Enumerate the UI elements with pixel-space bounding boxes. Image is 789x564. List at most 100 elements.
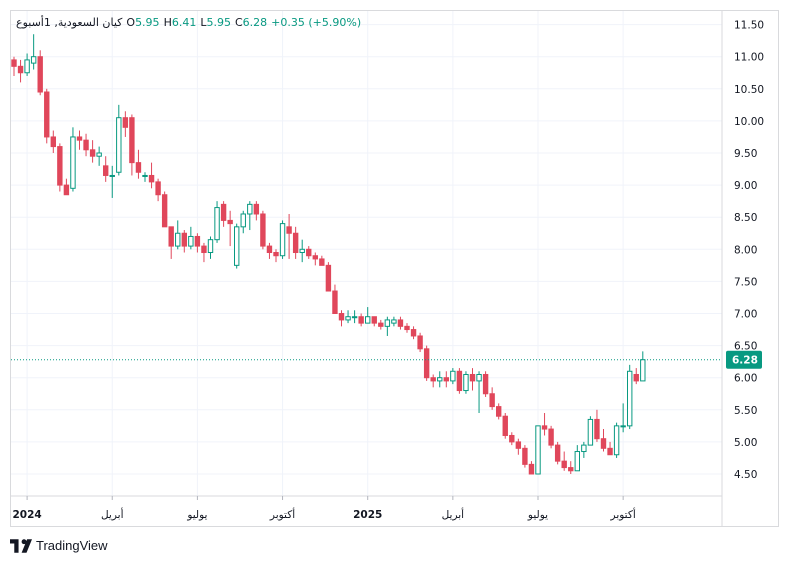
legend-low: L5.95 [200,16,231,29]
candle-body-up [207,239,214,254]
candle [194,233,201,253]
candle [384,316,391,336]
legend-high: H6.41 [163,16,197,29]
candle-body-down [561,460,567,469]
y-tick-label: 6.00 [734,373,757,385]
candle [63,178,70,196]
tradingview-logo-icon [10,538,32,553]
candle [181,230,188,253]
symbol-label[interactable]: كيان السعودية, 1أسبوع [16,16,123,29]
candle [227,210,233,247]
candle [17,59,24,83]
candle [450,368,456,385]
candle [103,156,109,182]
candle-body-down [594,418,600,440]
candle-body-up [234,226,240,266]
y-tick-label: 8.50 [734,212,757,224]
candle-body-down [332,290,338,314]
candle-body-down [181,232,188,247]
candle [469,368,476,391]
y-tick-label: 6.50 [734,341,757,353]
x-tick-label: 2025 [353,509,382,521]
candle [135,149,142,179]
candle [437,371,443,388]
candle-body-down [286,226,292,234]
candle-body-down [410,329,417,337]
candle [423,345,430,381]
candle-body-down [155,181,161,196]
candle-body-down [515,441,522,449]
candle [299,239,305,263]
candle [24,53,30,76]
candle-body-down [122,117,129,128]
candle-body-down [541,425,548,430]
candle [306,246,312,259]
candle-body-down [253,203,260,215]
candlestick-chart[interactable]: 4.50 5.00 5.50 6.00 6.50 7.00 7.50 8.00 8.50 9.00… [0,0,789,530]
candle-body-down [568,467,574,472]
candle [319,255,325,266]
y-tick-label: 9.50 [734,148,757,160]
candle [581,441,587,458]
candle [371,316,377,327]
candle-body-down [220,203,227,221]
ohlc-legend: كيان السعودية, 1أسبوع O5.95 H6.41 L5.95 … [16,16,361,29]
legend-close: C6.28 [234,16,268,29]
candle-body-up [240,213,246,228]
candle-body-down [306,248,312,257]
candle [456,368,463,394]
candle-body-up [574,451,580,472]
candle-body-down [103,165,109,176]
candle-body-down [423,348,430,379]
candle [201,242,207,263]
x-tick-label: أبريل [442,507,465,521]
candle-body-down [83,139,89,151]
candle-body-up [463,373,469,392]
last-price-badge [726,350,762,369]
candle [50,130,56,153]
candle-body-up [535,425,541,475]
candle-body-up [613,425,620,456]
candle [247,201,253,231]
candle [613,422,620,458]
x-tick-label: أبريل [101,507,124,521]
candle-body-down [607,447,613,456]
candle-body-down [482,373,489,395]
candle-body-up [109,174,115,177]
candle [554,441,561,465]
candle [404,323,410,333]
candle [351,310,358,324]
candle-body-up [437,377,443,382]
candle [482,371,489,397]
candle [11,56,17,76]
candle [116,104,122,176]
candle-body-up [345,316,351,321]
candle [234,223,240,269]
candle-body-down [312,255,319,260]
candle-body-down [600,438,607,449]
x-tick-label: يوليو [186,509,207,521]
candle [561,451,567,471]
candle [607,441,613,456]
candle-body-down [50,136,56,148]
candle-body-up [581,444,587,453]
candle [30,34,37,70]
y-tick-label: 9.00 [734,180,757,192]
x-tick-label: يوليو [527,509,548,521]
candle-body-down [194,235,201,247]
candle [417,332,423,353]
candle-body-up [365,316,371,324]
candle-body-down [161,194,168,228]
candle [600,429,607,452]
candle [345,310,351,324]
y-tick-label: 5.00 [734,437,757,449]
candle [587,416,594,446]
brand-label: TradingView [36,538,108,553]
candle [273,249,279,263]
candle [129,114,135,176]
candle [430,374,436,388]
tradingview-footer[interactable]: TradingView [10,538,108,553]
candle [548,425,554,449]
y-tick-label: 8.00 [734,244,757,256]
candle-body-down [469,373,476,382]
